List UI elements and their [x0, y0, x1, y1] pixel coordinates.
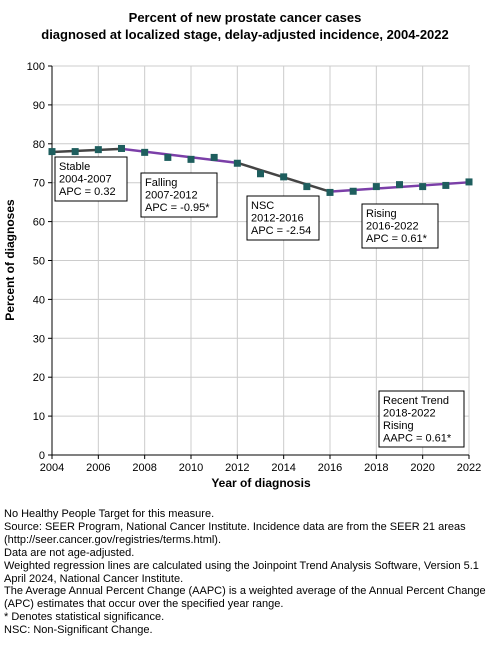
data-point: [210, 153, 218, 161]
x-tick-label: 2008: [132, 462, 156, 474]
x-tick-label: 2018: [364, 462, 388, 474]
data-point: [349, 187, 357, 195]
annotation-line: NSC: [251, 200, 274, 212]
y-tick-label: 80: [33, 139, 45, 151]
data-point: [118, 144, 125, 152]
annotation-line: Rising: [383, 420, 414, 432]
footnote-significance: * Denotes statistical significance.: [4, 611, 165, 624]
annotation-line: APC = 0.32: [59, 186, 116, 198]
data-point: [71, 148, 79, 156]
x-tick-label: 2010: [179, 462, 203, 474]
annotation-box: [361, 203, 439, 249]
annotation-line: 2018-2022: [383, 408, 436, 420]
data-point: [233, 159, 241, 167]
y-tick-label: 20: [33, 372, 45, 384]
y-tick-label: 100: [27, 61, 45, 73]
x-tick-label: 2016: [318, 462, 342, 474]
y-tick-label: 90: [33, 100, 45, 112]
x-tick-label: 2004: [40, 462, 64, 474]
annotation-line: Falling: [145, 177, 177, 189]
footnote-nsc: NSC: Non-Significant Change.: [4, 624, 153, 637]
annotation-line: Recent Trend: [383, 395, 449, 407]
trend-segment-1: [50, 147, 123, 154]
annotation-box: [140, 172, 218, 218]
data-point: [164, 153, 172, 161]
x-tick-label: 2006: [86, 462, 110, 474]
data-point: [419, 183, 427, 191]
annotation-line: Stable: [59, 161, 90, 173]
annotation-box: [246, 195, 320, 241]
chart-title-line-1: Percent of new prostate cancer cases: [129, 10, 362, 25]
data-point: [465, 178, 473, 186]
y-tick-label: 10: [33, 411, 45, 423]
annotation-line: 2012-2016: [251, 213, 304, 225]
x-axis-title: Year of diagnosis: [211, 476, 311, 490]
x-tick-label: 2012: [225, 462, 249, 474]
chart-title-line-2: diagnosed at localized stage, delay-adju…: [41, 27, 449, 42]
x-tick-label: 2020: [410, 462, 434, 474]
data-point: [442, 181, 450, 189]
y-tick-label: 70: [33, 178, 45, 190]
y-tick-label: 50: [33, 256, 45, 268]
annotation-line: Rising: [366, 208, 397, 220]
chart: Percent of new prostate cancer cases dia…: [3, 10, 481, 490]
annotation-box: [378, 390, 465, 448]
trend-segment-2: [120, 147, 239, 165]
data-point: [372, 183, 380, 191]
data-point: [94, 146, 102, 154]
annotation-line: 2016-2022: [366, 221, 419, 233]
footnotes: No Healthy People Target for this measur…: [4, 508, 488, 637]
data-point: [303, 183, 311, 191]
data-point: [48, 148, 56, 156]
x-tick-label: 2022: [457, 462, 481, 474]
annotation-line: APC = 0.61*: [366, 233, 428, 245]
x-tick-label: 2014: [271, 462, 295, 474]
annotation-box: [54, 156, 128, 202]
annotation-line: 2004-2007: [59, 174, 112, 186]
data-point: [280, 173, 288, 181]
annotation-line: 2007-2012: [145, 190, 198, 202]
footnote-regression: Weighted regression lines are calculated…: [4, 559, 479, 585]
y-tick-label: 0: [39, 450, 45, 462]
annotation-line: APC = -0.95*: [145, 202, 210, 214]
footnote-age-adjust: Data are not age-adjusted.: [4, 546, 135, 559]
annotation-line: AAPC = 0.61*: [383, 433, 452, 445]
annotation-line: APC = -2.54: [251, 225, 311, 237]
footnote-aapc: The Average Annual Percent Change (AAPC)…: [4, 585, 486, 611]
y-axis-title: Percent of diagnoses: [3, 199, 17, 321]
data-point: [396, 181, 403, 189]
data-point: [326, 188, 334, 196]
data-point: [187, 155, 195, 163]
y-tick-label: 30: [33, 333, 45, 345]
footnote-target: No Healthy People Target for this measur…: [4, 508, 215, 520]
y-tick-label: 60: [33, 217, 45, 229]
y-tick-label: 40: [33, 294, 45, 306]
data-point: [141, 148, 149, 156]
footnote-source: Source: SEER Program, National Cancer In…: [4, 520, 466, 546]
data-point: [257, 170, 264, 178]
